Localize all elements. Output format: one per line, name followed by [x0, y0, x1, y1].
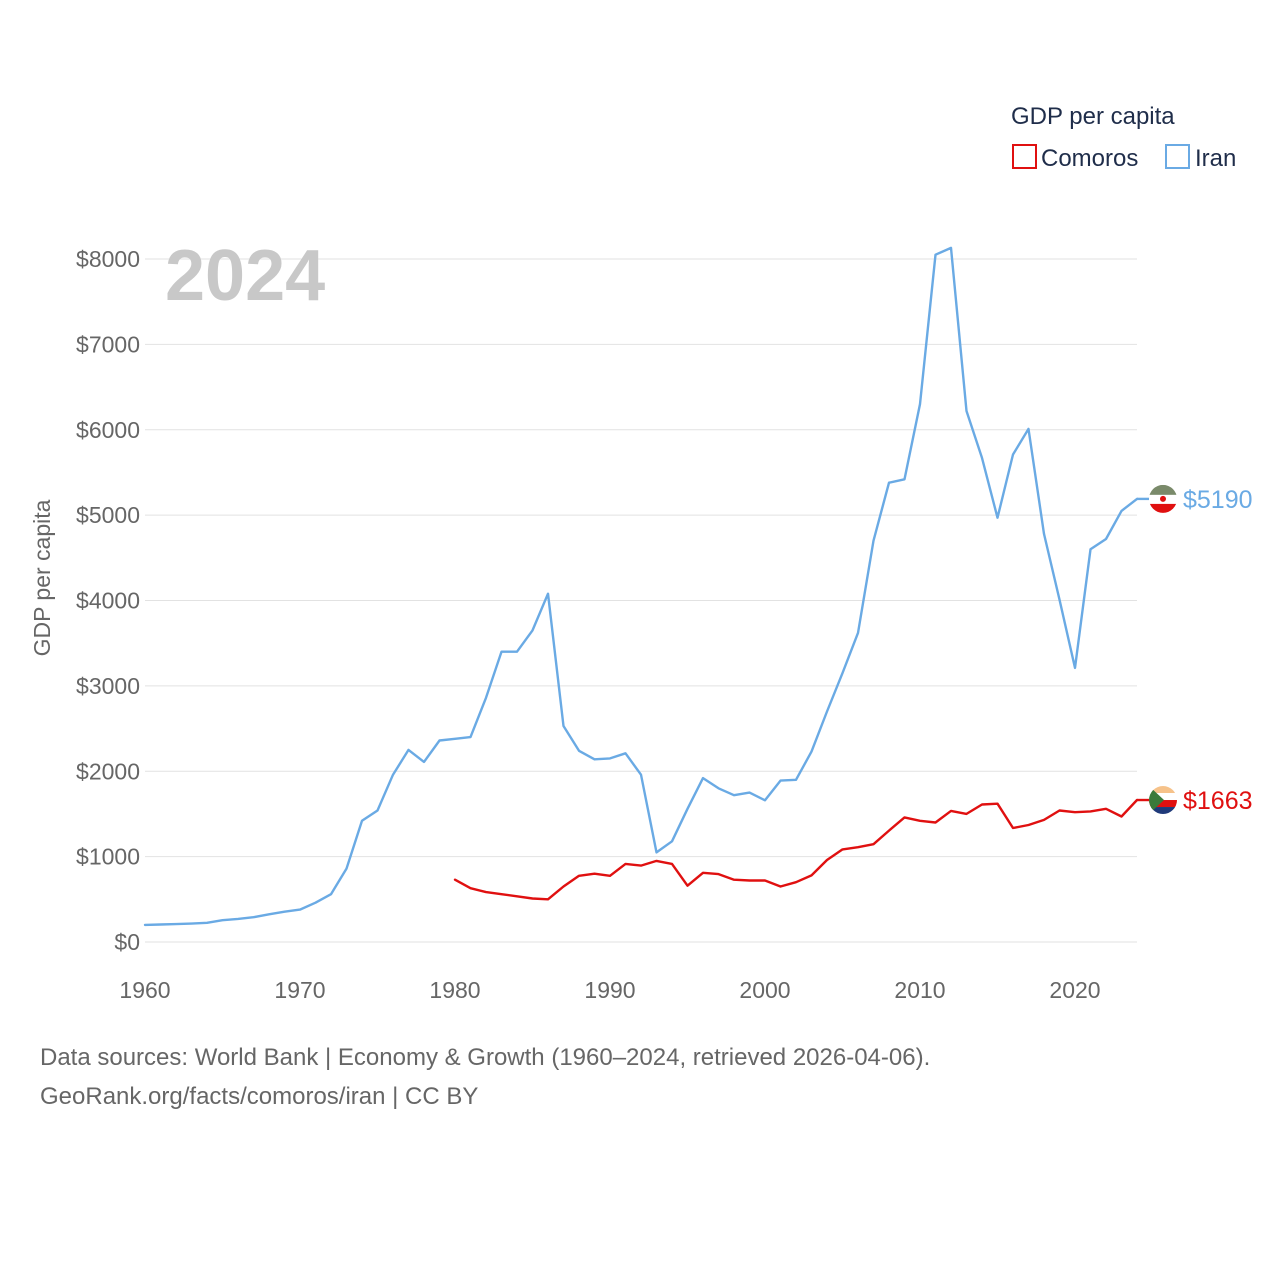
y-tick-label: $0 [114, 929, 140, 955]
legend-swatch-iran [1165, 144, 1190, 169]
flag-icon-iran [1137, 484, 1177, 513]
series-line-comoros[interactable] [453, 798, 1139, 901]
y-tick-label: $7000 [76, 331, 140, 357]
x-tick-label: 2000 [739, 977, 790, 1003]
y-axis-title: GDP per capita [29, 499, 55, 656]
x-tick-label: 1970 [274, 977, 325, 1003]
footer-sources: Data sources: World Bank | Economy & Gro… [40, 1044, 931, 1071]
legend-item-iran[interactable]: Iran [1165, 144, 1236, 172]
legend-label-iran: Iran [1195, 145, 1236, 172]
y-axis-ticks: $0 $1000 $2000 $3000 $4000 $5000 $6000 $7000 $80… [76, 246, 140, 955]
y-tick-label: $4000 [76, 588, 140, 614]
y-tick-label: $3000 [76, 673, 140, 699]
year-watermark: 2024 [165, 236, 325, 316]
x-tick-label: 1990 [584, 977, 635, 1003]
y-tick-label: $2000 [76, 758, 140, 784]
x-tick-label: 1980 [429, 977, 480, 1003]
series-end-markers: $1663 $5190 [1137, 484, 1253, 815]
x-tick-label: 1960 [119, 977, 170, 1003]
end-value-label-iran: $5190 [1183, 486, 1253, 514]
end-value-label-comoros: $1663 [1183, 787, 1253, 815]
series-line-iran[interactable] [143, 246, 1139, 927]
gridlines [145, 258, 1137, 943]
series-lines [143, 246, 1139, 927]
x-tick-label: 2020 [1049, 977, 1100, 1003]
legend-swatch-comoros [1012, 144, 1037, 169]
legend-title: GDP per capita [1011, 103, 1175, 130]
legend: GDP per capita Comoros Iran [1011, 103, 1236, 172]
legend-label-comoros: Comoros [1041, 145, 1138, 172]
y-tick-label: $1000 [76, 844, 140, 870]
x-axis-ticks: 1960 1970 1980 1990 2000 2010 2020 [119, 977, 1100, 1003]
x-tick-label: 2010 [894, 977, 945, 1003]
flag-icon-comoros [1137, 786, 1177, 815]
legend-item-comoros[interactable]: Comoros [1012, 144, 1138, 172]
y-tick-label: $8000 [76, 246, 140, 272]
y-tick-label: $5000 [76, 502, 140, 528]
y-tick-label: $6000 [76, 417, 140, 443]
footer-attribution: GeoRank.org/facts/comoros/iran | CC BY [40, 1083, 479, 1110]
